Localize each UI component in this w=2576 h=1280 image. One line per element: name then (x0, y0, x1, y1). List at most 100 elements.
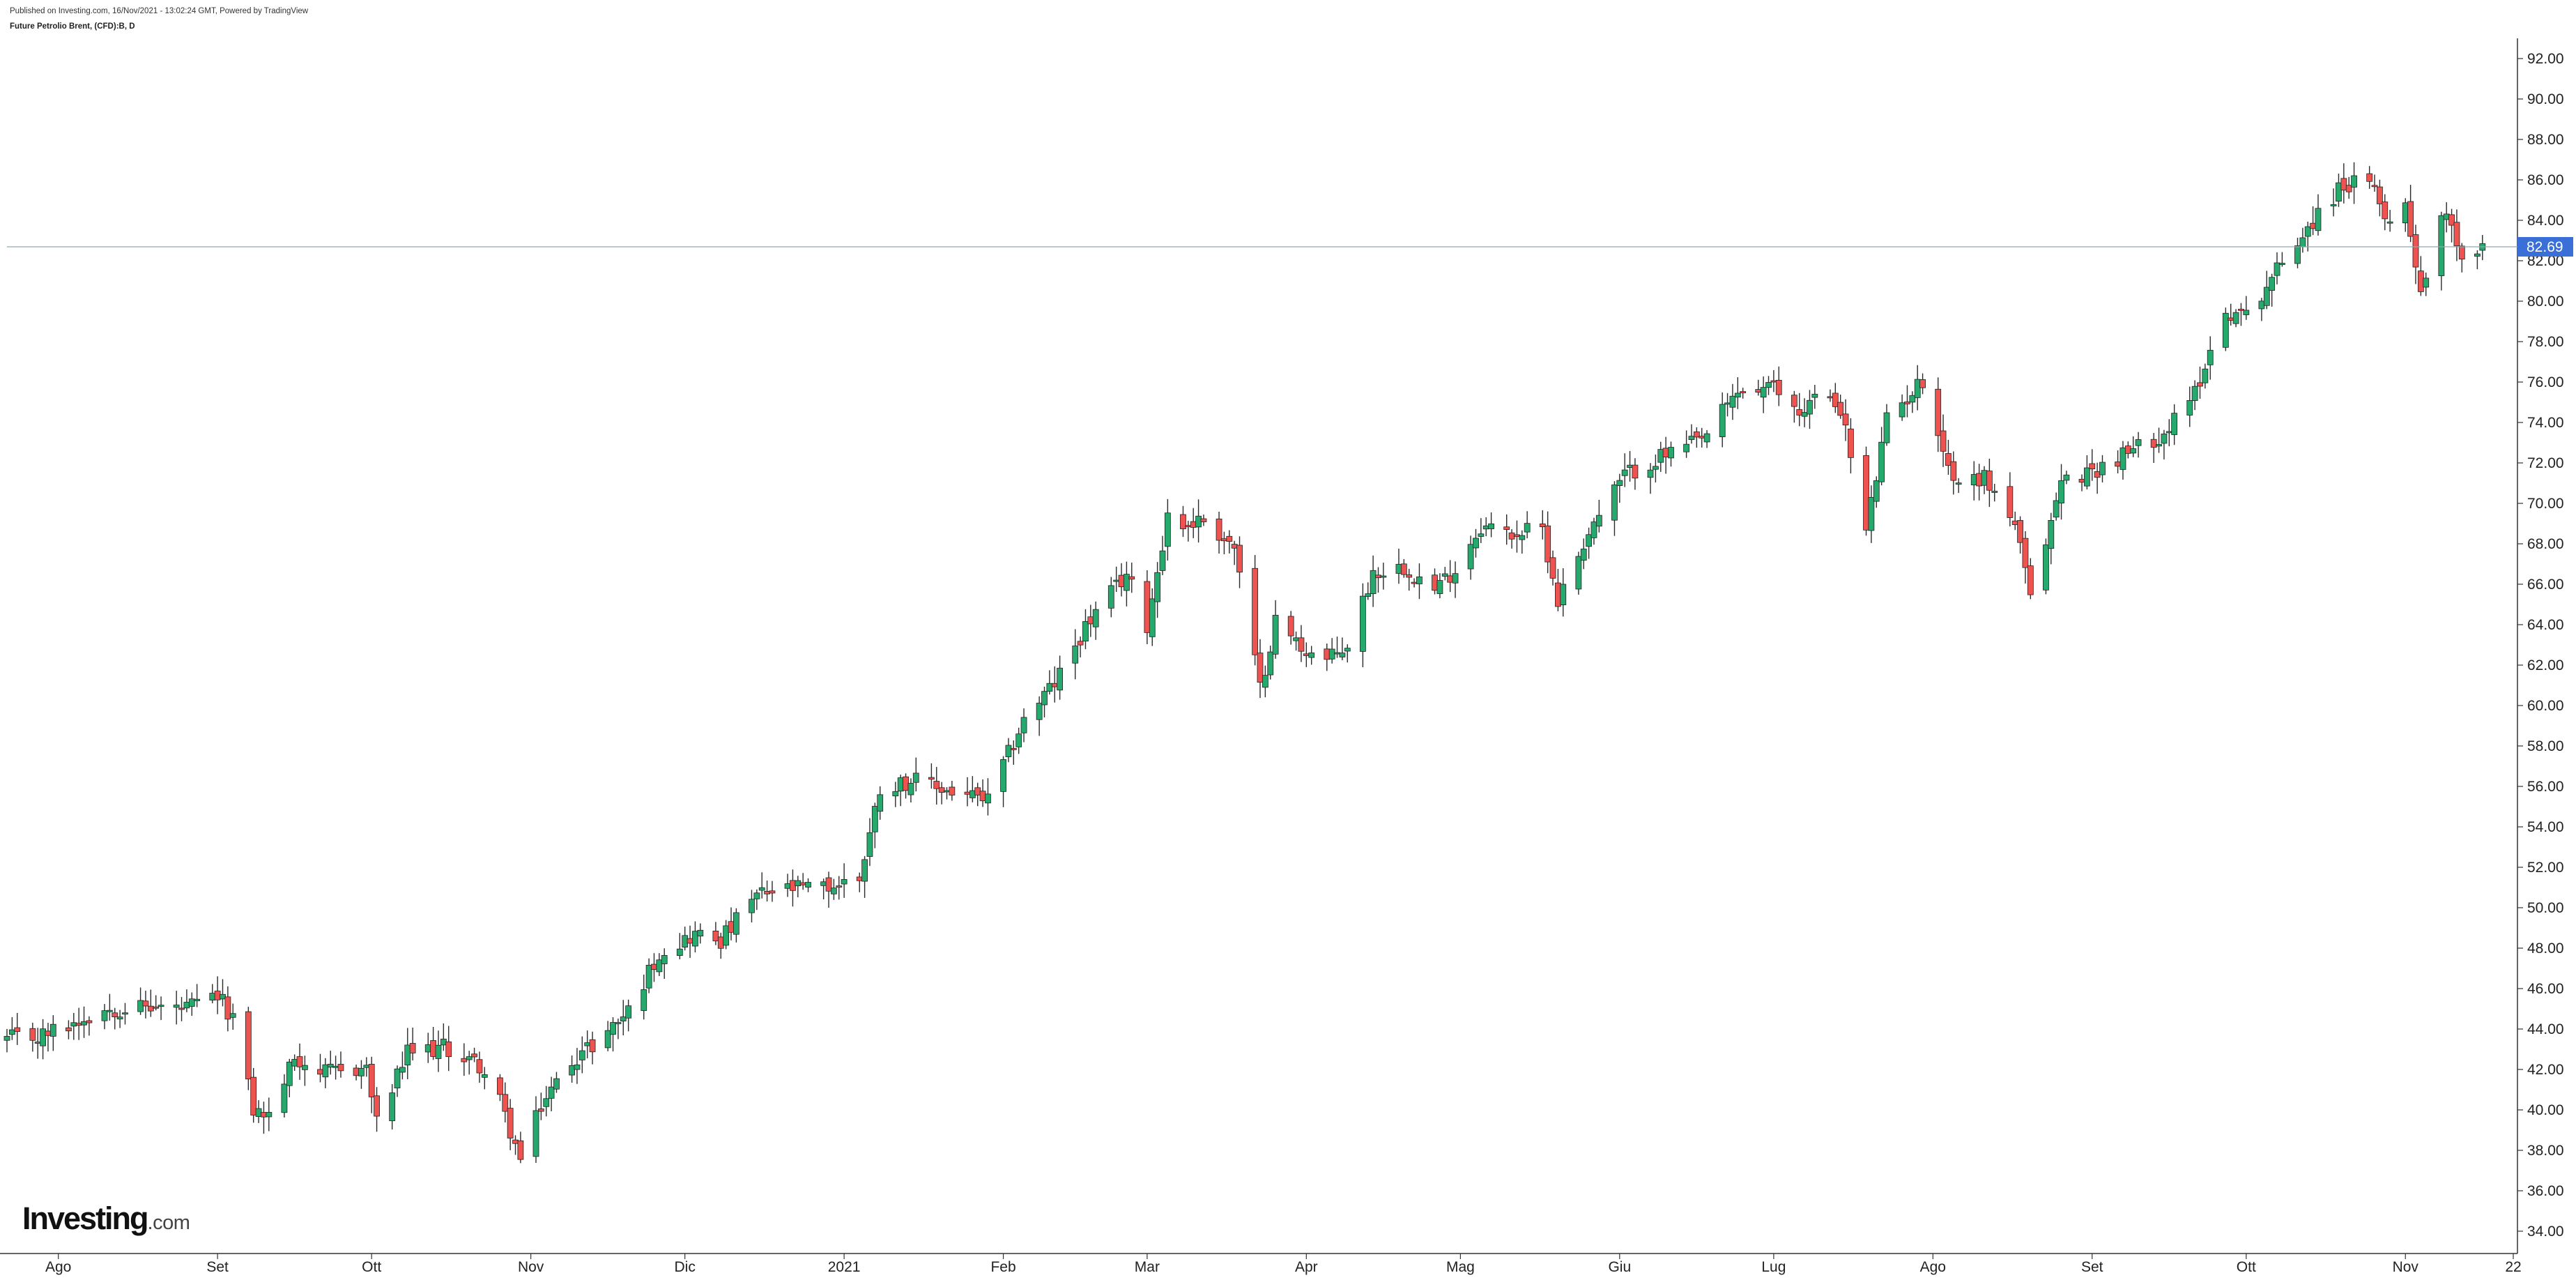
candle-down (1740, 391, 1747, 393)
candle-up (866, 832, 873, 857)
candle-up (2304, 226, 2311, 237)
candle-up (2269, 277, 2276, 291)
candle-up (841, 879, 848, 885)
candle-up (2402, 202, 2409, 224)
candle-up (1020, 717, 1027, 733)
candle-down (2340, 178, 2347, 191)
candle-up (985, 793, 991, 804)
candle-up (2058, 480, 2064, 504)
candle-down (45, 1030, 52, 1036)
time-tick-label: Dic (675, 1259, 696, 1275)
candle-down (651, 963, 657, 970)
candle-up (784, 883, 791, 889)
candle-up (2263, 287, 2270, 306)
candle-up (2315, 208, 2322, 231)
candle-up (209, 993, 216, 1000)
candle-up (106, 1009, 113, 1012)
candle-down (728, 921, 735, 933)
price-tick-label: 88.00 (2527, 132, 2564, 148)
logo-suffix: .com (147, 1212, 190, 1234)
price-axis[interactable]: 34.00 36.00 38.00 40.00 42.00 44.00 46.00 48.00… (2517, 38, 2564, 1254)
candle-down (1375, 574, 1381, 579)
candle-up (2423, 277, 2430, 288)
candle-up (1092, 609, 1099, 627)
candle-up (697, 929, 704, 937)
candle-up (733, 912, 739, 935)
candle-up (584, 1042, 591, 1046)
candle-up (1339, 653, 1346, 657)
candle-up (2299, 237, 2306, 247)
candle-up (2351, 175, 2357, 188)
candle-up (2207, 349, 2214, 365)
candle-up (183, 1002, 190, 1009)
candle-down (147, 1005, 154, 1012)
candle-up (2165, 431, 2172, 434)
candle-up (861, 859, 868, 882)
candle-up (1149, 598, 1156, 637)
candle-up (2443, 213, 2450, 220)
candle-down (66, 1027, 72, 1032)
candle-up (2279, 263, 2285, 265)
candle-up (327, 1063, 334, 1068)
candle-down (1539, 523, 1546, 527)
candle-up (2191, 386, 2198, 401)
candle-down (261, 1112, 267, 1118)
candle-up (944, 790, 950, 793)
candle-down (1935, 388, 1942, 436)
candle-up (286, 1061, 293, 1086)
candle-down (1832, 393, 1839, 407)
price-tick-label: 38.00 (2527, 1143, 2564, 1159)
candle-up (49, 1023, 56, 1037)
candle-up (404, 1044, 411, 1066)
candle-down (178, 1007, 185, 1010)
time-tick-label: Feb (990, 1259, 1015, 1275)
candle-down (2453, 222, 2460, 247)
candle-up (1473, 538, 1479, 549)
candle-down (1919, 379, 1926, 388)
candle-up (892, 791, 899, 797)
candle-up (281, 1083, 288, 1113)
candle-up (2330, 204, 2337, 206)
candle-up (394, 1068, 401, 1089)
candle-up (2274, 262, 2280, 276)
candle-down (476, 1059, 483, 1074)
candle-up (543, 1098, 550, 1107)
candle-up (604, 1030, 611, 1049)
candle-up (912, 772, 919, 783)
candle-up (3, 1036, 10, 1041)
candle-down (1842, 413, 1849, 426)
candle-down (938, 787, 945, 793)
candle-up (481, 1074, 488, 1078)
candle-down (2371, 185, 2378, 188)
candle-down (1791, 395, 1797, 407)
candle-down (2377, 186, 2383, 204)
price-tick-label: 40.00 (2527, 1102, 2564, 1118)
candle-up (548, 1086, 555, 1099)
price-tick-label: 44.00 (2527, 1021, 2564, 1037)
candle-down (717, 936, 724, 949)
time-axis[interactable]: Ago Set Ott Nov Dic 2021 Feb Mar Apr Mag Giu Lug Ago… (0, 1253, 2522, 1275)
candle-up (1334, 652, 1340, 655)
candle-up (1005, 745, 1012, 757)
candle-down (461, 1058, 468, 1062)
candle-down (512, 1139, 519, 1144)
candle-down (2366, 173, 2373, 182)
candle-up (1580, 549, 1587, 561)
candle-down (2238, 308, 2244, 311)
candle-up (2232, 312, 2239, 324)
candle-up (1344, 648, 1351, 652)
candle-down (1190, 521, 1197, 528)
candle-down (1986, 471, 1993, 491)
candle-down (1010, 748, 1017, 750)
candle-up (1575, 556, 1582, 590)
candle-up (1734, 393, 1741, 397)
candle-up (2336, 182, 2342, 201)
candle-down (1508, 532, 1515, 540)
candle-down (2115, 462, 2121, 467)
candle-up (1195, 515, 1202, 528)
time-tick-label: Lug (1761, 1259, 1786, 1275)
candle-up (641, 989, 647, 1011)
candle-up (871, 806, 878, 832)
candle-up (1015, 733, 1022, 747)
